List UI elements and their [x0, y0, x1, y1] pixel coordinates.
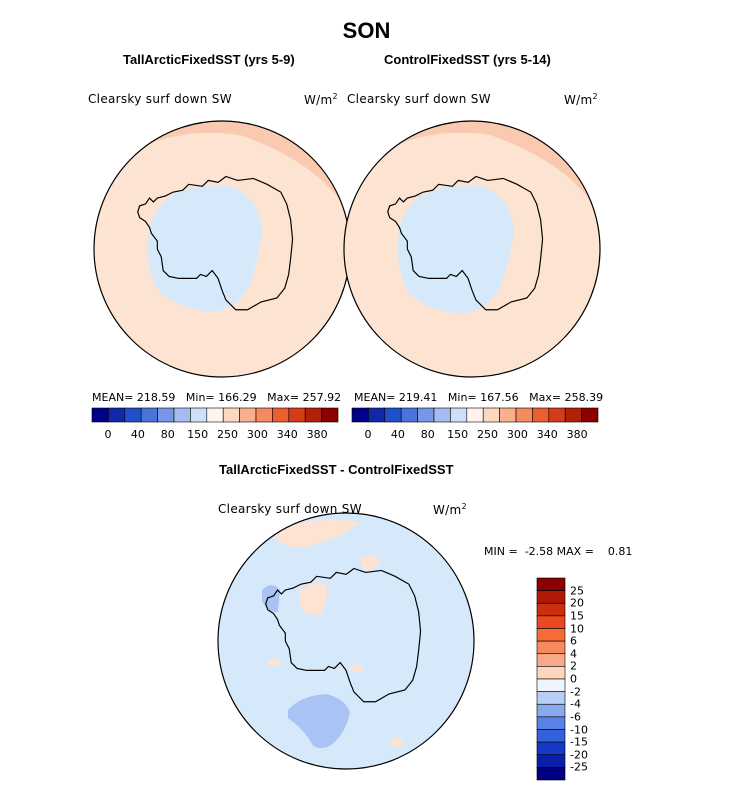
colorbar-swatch — [536, 602, 566, 617]
panel-right-variable: Clearsky surf down SW — [347, 92, 491, 106]
colorbar-swatch — [536, 666, 566, 680]
colorbar-tick-label: 20 — [570, 596, 584, 610]
map-difference — [217, 512, 475, 770]
colorbar-swatch — [536, 767, 566, 781]
colorbar-tick-label: 10 — [570, 622, 584, 635]
colorbar-tick-label: 15 — [570, 609, 584, 623]
panel-left-stats: MEAN= 218.59 Min= 166.29 Max= 257.92 — [92, 391, 342, 404]
colorbar-tick-label: 340 — [536, 428, 558, 441]
colorbar-tick-label: 300 — [246, 428, 268, 441]
colorbar-swatch — [536, 653, 566, 667]
colorbar-tick-label: 380 — [566, 428, 588, 441]
colorbar-tick-label: -15 — [570, 735, 588, 749]
colorbar-tick-label: 80 — [160, 428, 175, 441]
colorbar-tick-label: 300 — [506, 428, 528, 441]
colorbar-swatch — [581, 407, 599, 423]
diff-panel-minmax: MIN = -2.58 MAX = 0.81 — [484, 545, 633, 558]
panel-right-units: W/m2 — [564, 92, 598, 107]
colorbar-tick-label: 2 — [570, 659, 577, 673]
colorbar-tick-label: 380 — [306, 428, 328, 441]
colorbar-tick-label: 150 — [187, 428, 209, 441]
colorbar-tick-label: -6 — [570, 710, 581, 724]
colorbar-tick-label: 25 — [570, 584, 584, 598]
panel-left-variable: Clearsky surf down SW — [88, 92, 232, 106]
colorbar-tick-label: 150 — [447, 428, 469, 441]
colorbar-swatch — [536, 628, 566, 642]
colorbar-tick-label: 0 — [570, 672, 577, 686]
colorbar-tick-label: -25 — [570, 760, 588, 774]
colorbar-tick-label: 40 — [390, 428, 405, 441]
panel-right-title: ControlFixedSST (yrs 5-14) — [384, 52, 551, 67]
colorbar-tick-label: 0 — [364, 428, 372, 441]
colorbar-tick-label: 4 — [570, 647, 577, 661]
colorbar-tick-label: -10 — [570, 723, 588, 736]
colorbar-swatch — [536, 615, 566, 629]
colorbar-swatch — [536, 640, 566, 655]
panel-left-units: W/m2 — [304, 92, 338, 107]
colorbar-swatch — [536, 716, 566, 730]
diff-panel-title: TallArcticFixedSST - ControlFixedSST — [219, 462, 454, 477]
colorbar-tick-label: 250 — [216, 428, 238, 441]
colorbar-swatch — [536, 741, 566, 756]
colorbar-tick-label: 0 — [104, 428, 112, 441]
colorbar-swatch — [321, 407, 339, 423]
panel-left-title: TallArcticFixedSST (yrs 5-9) — [123, 52, 295, 67]
colorbar-swatch — [536, 703, 566, 718]
colorbar-tick-label: 80 — [420, 428, 435, 441]
colorbar-swatch — [536, 754, 566, 768]
colorbar-tick-label: -4 — [570, 697, 581, 711]
colorbar-swatch — [536, 678, 566, 692]
panel-right-stats: MEAN= 219.41 Min= 167.56 Max= 258.39 — [354, 391, 604, 404]
figure-title: SON — [342, 18, 391, 43]
colorbar-tick-label: 340 — [276, 428, 298, 441]
colorbar-tick-label: -20 — [570, 748, 588, 762]
colorbar-swatch — [536, 729, 566, 743]
diff-panel-units: W/m2 — [433, 502, 467, 517]
colorbar-tick-label: -2 — [570, 685, 581, 699]
diff-panel-variable: Clearsky surf down SW — [218, 502, 362, 516]
colorbar-tick-label: 6 — [570, 634, 577, 648]
colorbar-swatch — [536, 691, 566, 705]
colorbar-swatch — [536, 577, 566, 591]
colorbar-swatch — [536, 590, 566, 604]
colorbar-tick-label: 250 — [476, 428, 498, 441]
colorbar-tick-label: 40 — [130, 428, 145, 441]
map-left — [93, 120, 351, 378]
